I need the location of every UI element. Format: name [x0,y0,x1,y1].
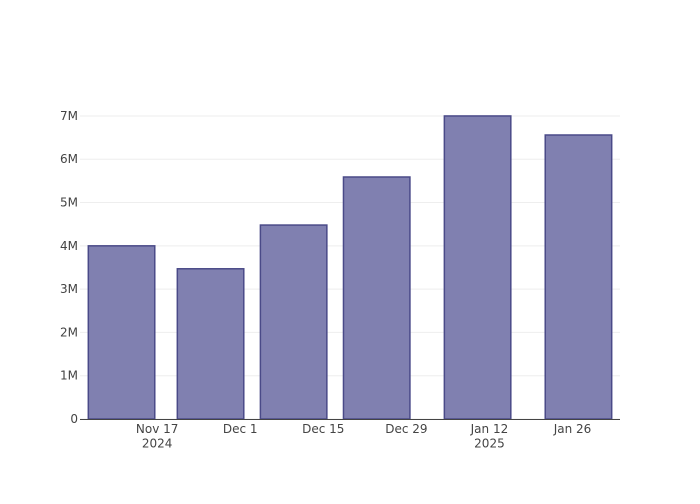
y-tick-label: 6M [60,152,78,166]
bar [176,268,245,420]
bar [342,176,411,420]
bar [443,115,512,420]
y-tick-label: 0 [70,412,78,426]
y-tick-label: 4M [60,239,78,253]
x-tick-label: Jan 12 2025 [470,422,509,450]
y-tick-label: 1M [60,369,78,383]
bar [544,134,613,420]
y-tick-label: 2M [60,325,78,339]
y-tick-label: 7M [60,109,78,123]
x-tick-label: Jan 26 [553,422,592,436]
y-tick-label: 3M [60,282,78,296]
x-tick-label: Dec 29 [385,422,427,436]
bar [87,245,156,420]
x-tick-label: Nov 17 2024 [136,422,179,450]
y-tick-label: 5M [60,196,78,210]
x-tick-label: Dec 15 [302,422,344,436]
bar [259,224,328,420]
x-tick-label: Dec 1 [223,422,258,436]
